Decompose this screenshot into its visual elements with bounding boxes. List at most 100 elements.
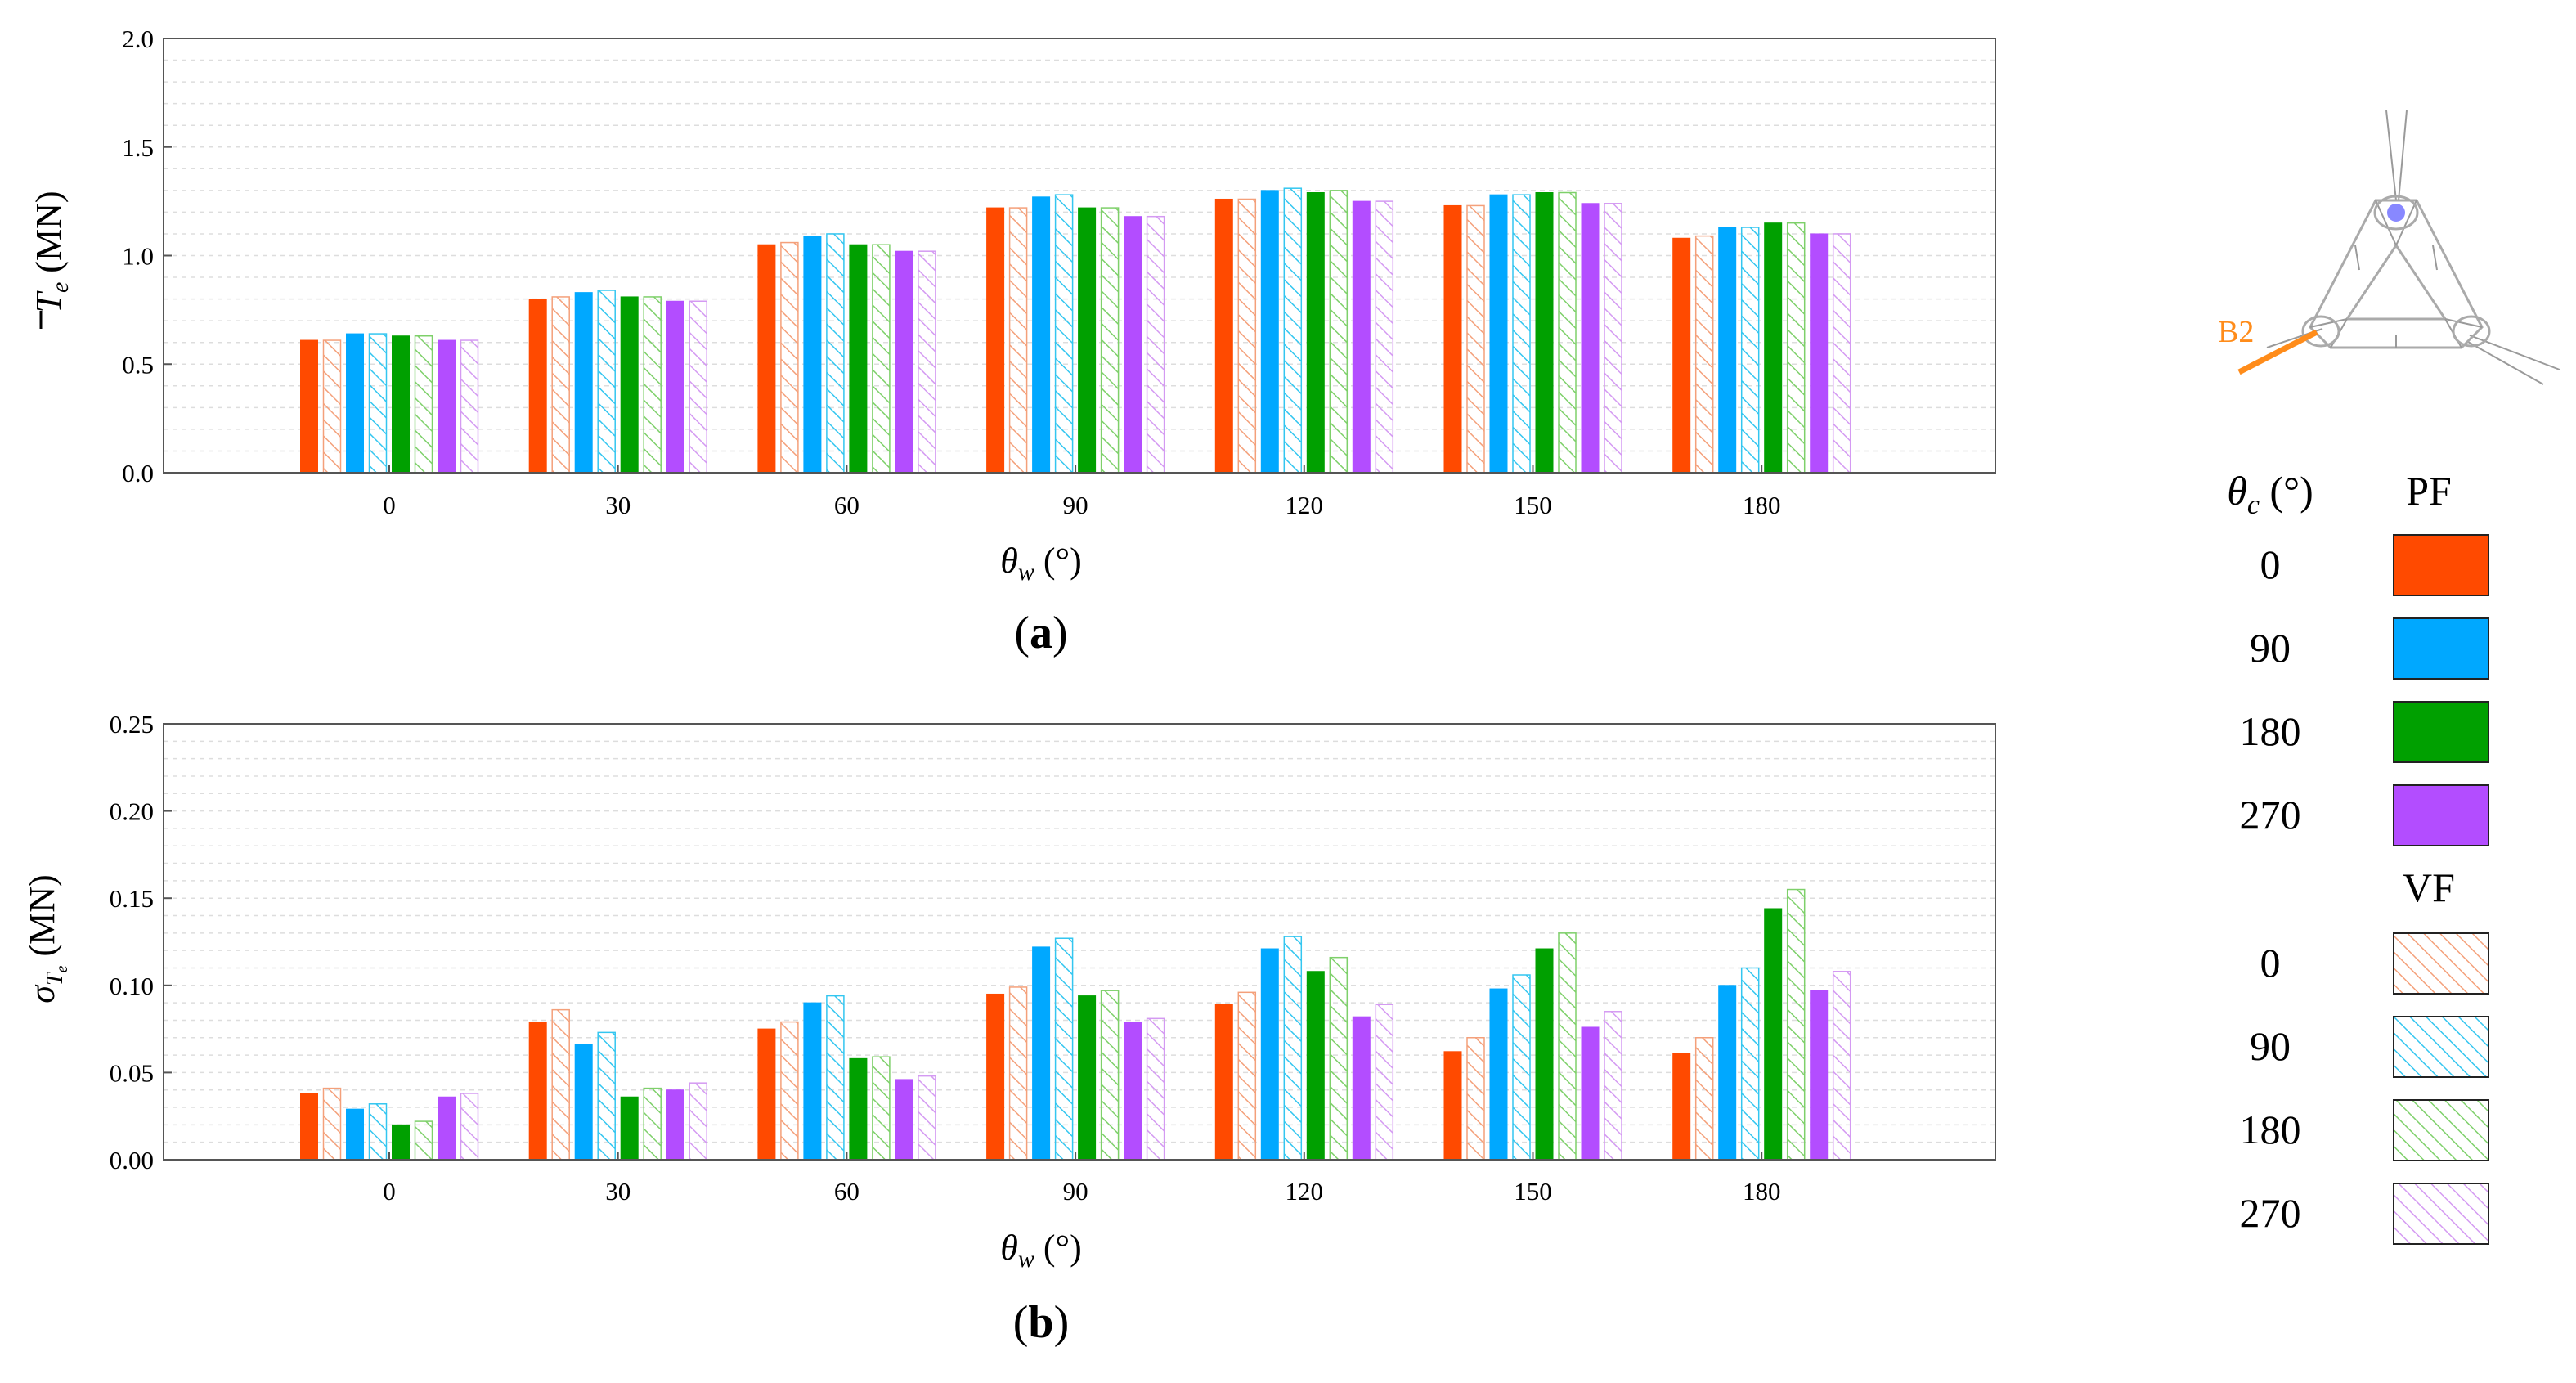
bar-pf-180-at-0 (392, 335, 410, 474)
x-tick-label: 30 (605, 491, 631, 519)
bar-vf-180-at-180 (1786, 888, 1806, 1161)
bar-vf-90-at-0 (368, 333, 388, 474)
bar-vf-0-at-150 (1466, 204, 1485, 474)
x-tick-label: 120 (1286, 491, 1324, 519)
bar-pf-0-at-180 (1672, 1053, 1691, 1161)
bar-vf-270-at-180 (1832, 970, 1851, 1161)
x-tick-label: 30 (605, 1177, 631, 1206)
bar-vf-180-at-30 (643, 296, 662, 474)
y-tick-label: 0.5 (122, 350, 154, 379)
x-tick-label: 150 (1514, 1177, 1552, 1206)
chart-panel-b: 0.00 0.05 0.10 0.15 0.20 0.25 0 30 60 90 120 150 18… (22, 710, 1996, 1348)
diagram-b2-line (2237, 329, 2318, 375)
bar-pf-180-at-90 (1078, 207, 1097, 474)
bar-vf-180-at-180 (1786, 222, 1806, 474)
bar-pf-0-at-120 (1214, 1004, 1233, 1161)
bar-vf-90-at-180 (1740, 967, 1760, 1161)
bar-pf-90-at-60 (803, 1002, 822, 1161)
bar-pf-180-at-120 (1306, 971, 1325, 1161)
bar-pf-180-at-0 (392, 1124, 410, 1161)
legend-swatch-vf-90 (2393, 1016, 2489, 1078)
x-tick-label: 90 (1063, 1177, 1088, 1206)
bar-vf-270-at-90 (1146, 1017, 1165, 1161)
y-tick-label: 0.0 (122, 459, 154, 487)
bar-vf-180-at-120 (1329, 956, 1349, 1161)
bar-pf-270-at-90 (1124, 216, 1142, 474)
bar-pf-180-at-180 (1764, 222, 1783, 474)
x-tick-label: 90 (1063, 491, 1088, 519)
panel-a-bars (300, 187, 1851, 474)
legend-label-vf-270: 270 (2240, 1190, 2301, 1236)
bar-vf-0-at-0 (322, 1087, 342, 1161)
bar-vf-180-at-0 (414, 335, 433, 474)
panel-b-x-ticks: 0 30 60 90 120 150 180 (383, 1152, 1780, 1206)
bar-vf-0-at-150 (1466, 1037, 1485, 1161)
bar-vf-0-at-90 (1008, 207, 1028, 474)
bar-pf-90-at-90 (1032, 196, 1051, 474)
bar-pf-270-at-60 (895, 1079, 913, 1161)
bar-pf-0-at-0 (300, 339, 318, 474)
bar-vf-90-at-30 (597, 290, 616, 474)
x-tick-label: 60 (834, 491, 859, 519)
legend-swatch-pf-90 (2393, 617, 2489, 680)
y-tick-label: 0.05 (110, 1058, 154, 1087)
x-tick-label: 180 (1743, 1177, 1781, 1206)
legend-header-pf: PF (2406, 468, 2452, 514)
bar-pf-0-at-180 (1672, 237, 1691, 474)
bar-pf-0-at-150 (1443, 204, 1462, 474)
bar-vf-90-at-120 (1283, 936, 1303, 1161)
panel-b-frame (163, 723, 1996, 1161)
legend-label-vf-0: 0 (2260, 940, 2281, 986)
bar-vf-270-at-60 (918, 1075, 936, 1161)
panel-a-x-ticks: 0 30 60 90 120 150 180 (383, 465, 1780, 519)
bar-vf-0-at-60 (780, 241, 799, 474)
diagram-b2-label: B2 (2218, 315, 2254, 349)
bar-vf-90-at-0 (368, 1103, 388, 1161)
bar-pf-90-at-0 (346, 333, 364, 474)
bar-pf-270-at-0 (438, 1096, 456, 1161)
legend-swatch-vf-180 (2393, 1099, 2489, 1161)
bar-vf-270-at-60 (918, 250, 936, 474)
legend-label-pf-270: 270 (2240, 792, 2301, 837)
bar-vf-0-at-120 (1237, 991, 1257, 1161)
bar-pf-0-at-60 (757, 1028, 776, 1161)
legend-swatch-pf-180 (2393, 701, 2489, 763)
bar-pf-270-at-180 (1810, 990, 1829, 1161)
legend-swatch-vf-0 (2393, 932, 2489, 995)
bar-vf-270-at-120 (1375, 1004, 1394, 1161)
panel-b-y-axis-label: σTe (MN) (22, 874, 71, 1003)
bar-vf-270-at-0 (460, 339, 479, 474)
bar-vf-90-at-30 (597, 1031, 616, 1161)
bar-pf-270-at-60 (895, 250, 913, 474)
panel-b-x-axis-label: θw (°) (1000, 1228, 1082, 1273)
bar-pf-180-at-60 (849, 244, 868, 474)
bar-pf-90-at-180 (1718, 227, 1737, 474)
y-tick-label: 1.5 (122, 133, 154, 162)
bar-vf-180-at-150 (1558, 932, 1577, 1161)
bar-vf-180-at-60 (872, 244, 891, 474)
bar-pf-270-at-180 (1810, 233, 1829, 474)
bar-vf-180-at-150 (1558, 191, 1577, 474)
panel-a-y-axis-label: Te (MN) (29, 191, 74, 312)
bar-vf-180-at-120 (1329, 190, 1349, 474)
bar-vf-180-at-90 (1100, 207, 1120, 474)
bar-pf-270-at-0 (438, 339, 456, 474)
y-tick-label: 0.25 (110, 710, 154, 739)
bar-pf-270-at-30 (666, 300, 684, 474)
bar-pf-270-at-150 (1581, 203, 1600, 474)
y-tick-label: 0.10 (110, 972, 154, 1000)
legend-label-pf-90: 90 (2250, 625, 2291, 671)
bar-pf-0-at-120 (1214, 198, 1233, 474)
bar-pf-90-at-180 (1718, 985, 1737, 1161)
bar-vf-270-at-150 (1604, 1011, 1622, 1161)
bar-pf-0-at-30 (528, 1022, 547, 1161)
bar-pf-90-at-30 (574, 1044, 593, 1161)
legend-pf-rows: 0 90 180 270 (2240, 534, 2489, 846)
panel-b-bars (300, 888, 1851, 1161)
bar-vf-90-at-90 (1054, 937, 1074, 1161)
panel-a-y-ticks: 0.0 0.5 1.0 1.5 2.0 (122, 25, 172, 487)
bar-pf-180-at-90 (1078, 995, 1097, 1161)
bar-pf-90-at-150 (1489, 988, 1508, 1161)
y-tick-label: 1.0 (122, 242, 154, 271)
bar-pf-180-at-30 (620, 296, 639, 474)
